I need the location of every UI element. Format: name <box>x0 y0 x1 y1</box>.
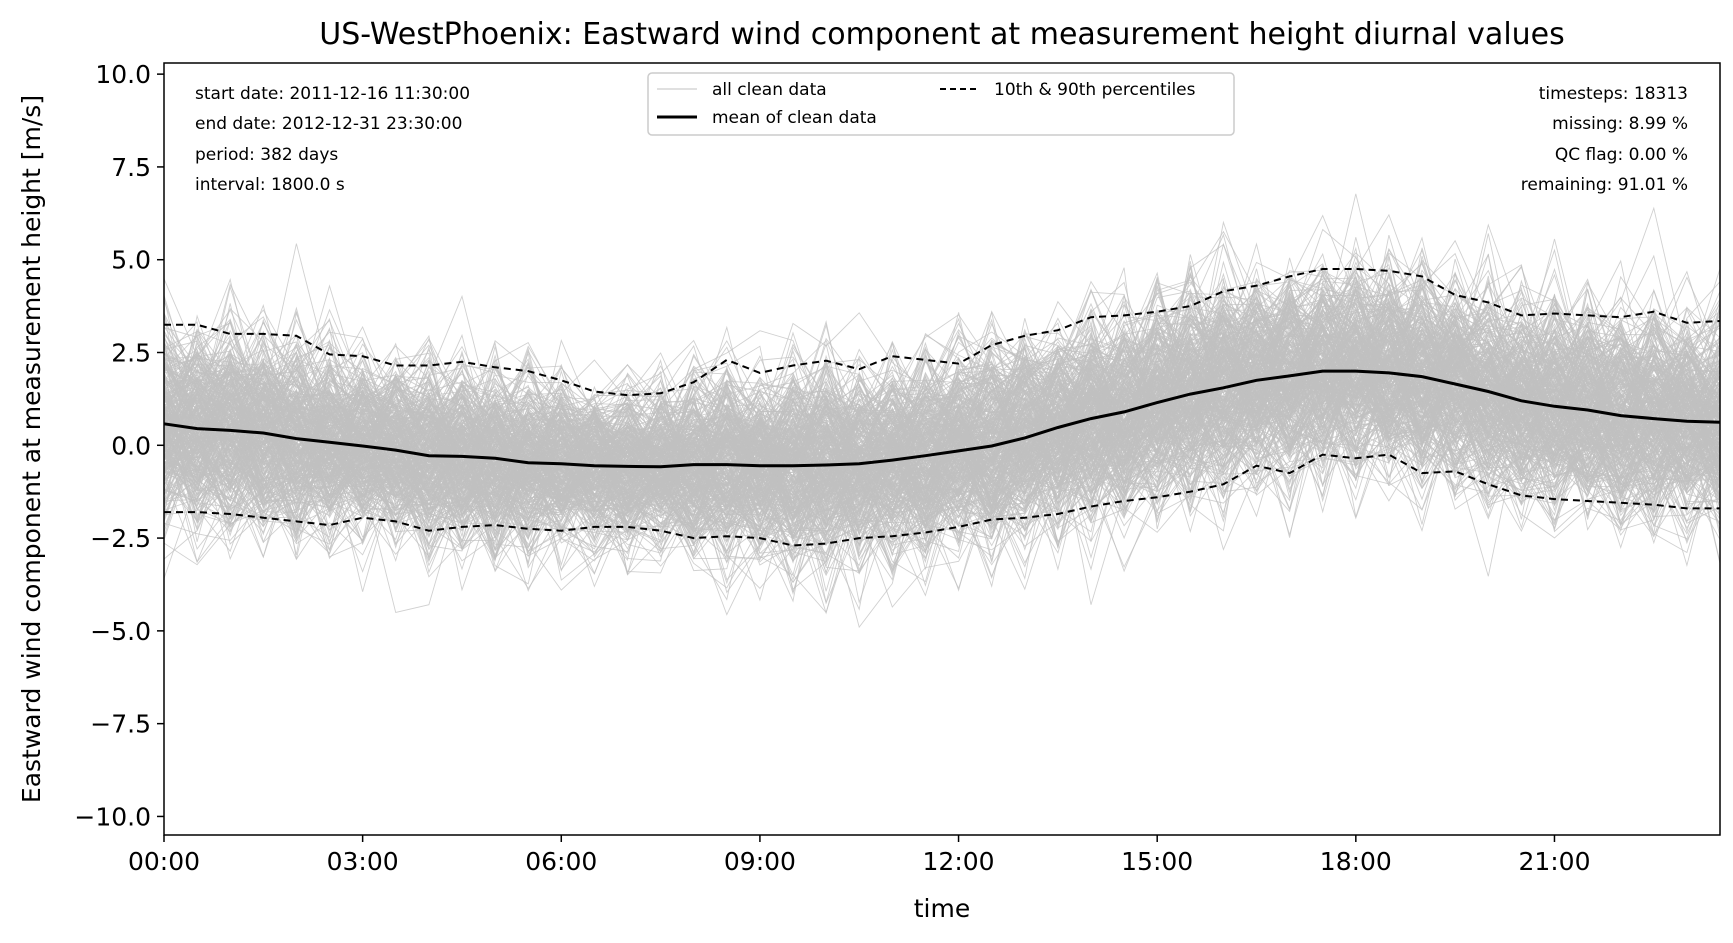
stat-start-date: start date: 2011-12-16 11:30:00 <box>195 84 470 104</box>
stat-end-date: end date: 2012-12-31 23:30:00 <box>195 114 462 134</box>
clean-data-trace <box>164 359 1720 605</box>
clean-data-trace <box>164 277 1720 498</box>
clean-data-trace <box>164 372 1720 568</box>
clean-data-trace <box>164 228 1720 465</box>
clean-data-trace <box>164 243 1720 455</box>
x-tick-label: 03:00 <box>327 847 399 876</box>
clean-data-trace <box>164 233 1720 524</box>
clean-data-trace <box>164 279 1720 541</box>
clean-data-trace <box>164 317 1720 539</box>
x-tick-label: 15:00 <box>1121 847 1193 876</box>
x-tick-label: 12:00 <box>923 847 995 876</box>
clean-data-trace <box>164 260 1720 532</box>
y-tick-label: 5.0 <box>111 246 151 275</box>
legend-percentile-label: 10th & 90th percentiles <box>994 80 1196 100</box>
percentile-10-line <box>164 453 1720 547</box>
y-tick-label: −2.5 <box>90 524 151 553</box>
stat-missing: missing: 8.99 % <box>1552 114 1688 134</box>
clean-data-trace <box>164 302 1720 515</box>
clean-data-trace <box>164 270 1720 508</box>
y-axis-ticks: 10.0 7.5 5.0 2.5 0.0 −2.5 −5.0 −7.5 −10.0 <box>74 60 164 831</box>
clean-data-trace <box>164 333 1720 555</box>
stat-period: period: 382 days <box>195 145 338 165</box>
x-axis-ticks: 00:00 03:00 06:00 09:00 12:00 15:00 18:00 21:00 <box>128 835 1590 876</box>
legend-mean-label: mean of clean data <box>712 108 877 128</box>
clean-data-trace <box>164 273 1720 513</box>
y-tick-label: 0.0 <box>111 431 151 460</box>
x-tick-label: 00:00 <box>128 847 200 876</box>
percentile-90-line <box>164 268 1721 397</box>
clean-data-trace <box>164 322 1720 567</box>
clean-data-trace <box>164 361 1720 574</box>
y-axis-label: Eastward wind component at measurement h… <box>17 95 46 803</box>
legend: all clean data mean of clean data 10th &… <box>647 72 1235 136</box>
clean-data-trace <box>164 314 1720 564</box>
stat-timesteps: timesteps: 18313 <box>1539 84 1688 104</box>
y-tick-label: −5.0 <box>90 617 151 646</box>
clean-data-trace <box>164 372 1720 592</box>
clean-data-trace <box>164 213 1720 530</box>
x-tick-label: 21:00 <box>1518 847 1590 876</box>
clean-data-trace <box>164 283 1720 555</box>
stat-interval: interval: 1800.0 s <box>195 175 345 195</box>
clean-data-trace <box>164 296 1720 563</box>
clean-data-trace <box>164 328 1720 568</box>
legend-box <box>647 72 1235 136</box>
clean-data-trace <box>164 261 1720 507</box>
mean-line <box>163 369 1721 469</box>
clean-data-trace <box>164 311 1720 501</box>
x-tick-label: 06:00 <box>525 847 597 876</box>
clean-data-trace <box>164 242 1720 490</box>
stat-remaining: remaining: 91.01 % <box>1521 175 1688 195</box>
x-axis-label: time <box>914 894 970 923</box>
y-tick-label: 7.5 <box>111 153 151 182</box>
plot-frame <box>163 62 1721 836</box>
x-tick-label: 09:00 <box>724 847 796 876</box>
clean-data-trace <box>164 332 1720 560</box>
clean-data-trace <box>164 368 1720 512</box>
chart-title: US-WestPhoenix: Eastward wind component … <box>319 17 1565 52</box>
series-lines <box>163 268 1721 547</box>
clean-data-trace <box>164 230 1720 493</box>
y-tick-label: −10.0 <box>74 802 151 831</box>
clean-data-trace <box>164 303 1720 514</box>
clean-data-trace <box>164 339 1720 512</box>
legend-clean-label: all clean data <box>712 80 827 100</box>
clean-data-trace <box>164 297 1720 545</box>
stat-qc-flag: QC flag: 0.00 % <box>1555 145 1688 165</box>
clean-data-trace <box>164 301 1720 520</box>
x-tick-label: 18:00 <box>1320 847 1392 876</box>
y-tick-label: 2.5 <box>111 339 151 368</box>
y-tick-label: −7.5 <box>90 710 151 739</box>
y-tick-label: 10.0 <box>95 60 151 89</box>
